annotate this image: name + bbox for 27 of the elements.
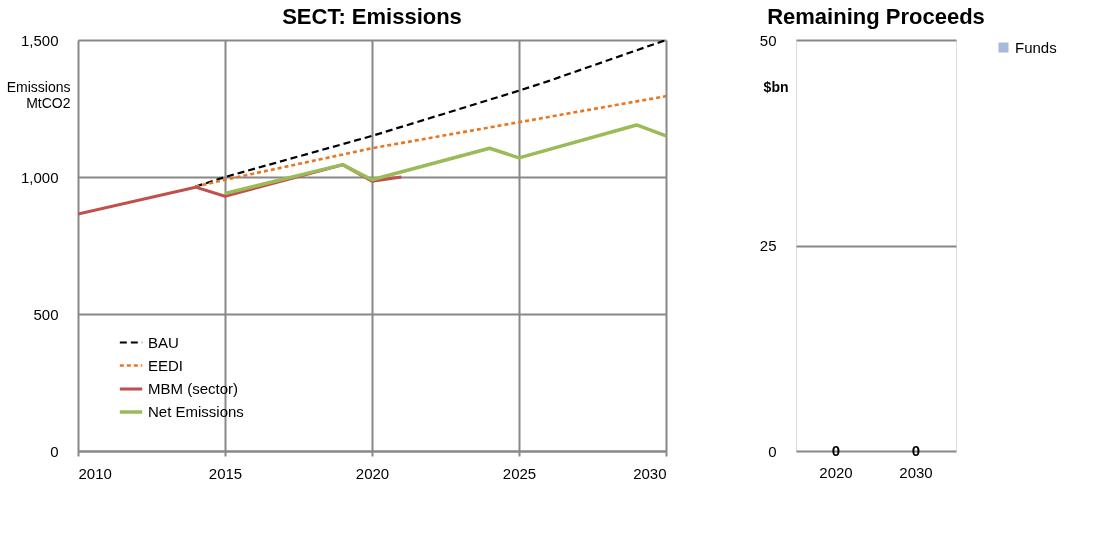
- x-tick-label: 2030: [899, 463, 933, 481]
- line-series: [194, 94, 666, 188]
- chart-title: SECT: Emissions: [282, 4, 462, 29]
- y-axis-title: $bn: [763, 78, 789, 95]
- x-tick-label: 2010: [78, 464, 112, 482]
- y-tick-label: 50: [759, 31, 777, 49]
- legend-label: MBM (sector): [148, 380, 238, 397]
- y-tick-label: 1,500: [20, 31, 59, 49]
- legend-label: Funds: [1015, 38, 1057, 56]
- y-tick-label: 0: [50, 442, 59, 460]
- x-tick-label: 2015: [208, 464, 243, 482]
- x-tick-label: 2030: [633, 464, 667, 482]
- chart-title: Remaining Proceeds: [767, 4, 985, 29]
- y-tick-label: 500: [33, 305, 59, 323]
- x-tick-label: 2025: [502, 464, 537, 482]
- y-tick-label: 25: [759, 237, 777, 254]
- legend-label: EEDI: [148, 356, 184, 374]
- data-label: 0: [911, 442, 921, 459]
- x-tick-label: 2020: [819, 463, 853, 481]
- y-tick-label: 1,000: [20, 168, 59, 186]
- legend-label: Net Emissions: [148, 403, 244, 420]
- y-tick-label: 0: [768, 442, 777, 460]
- y-axis-title: Emissions MtCO2: [6, 78, 71, 111]
- x-tick-label: 2020: [355, 464, 390, 482]
- legend-label: BAU: [148, 333, 179, 351]
- data-label: 0: [831, 442, 841, 459]
- line-series: [223, 123, 666, 196]
